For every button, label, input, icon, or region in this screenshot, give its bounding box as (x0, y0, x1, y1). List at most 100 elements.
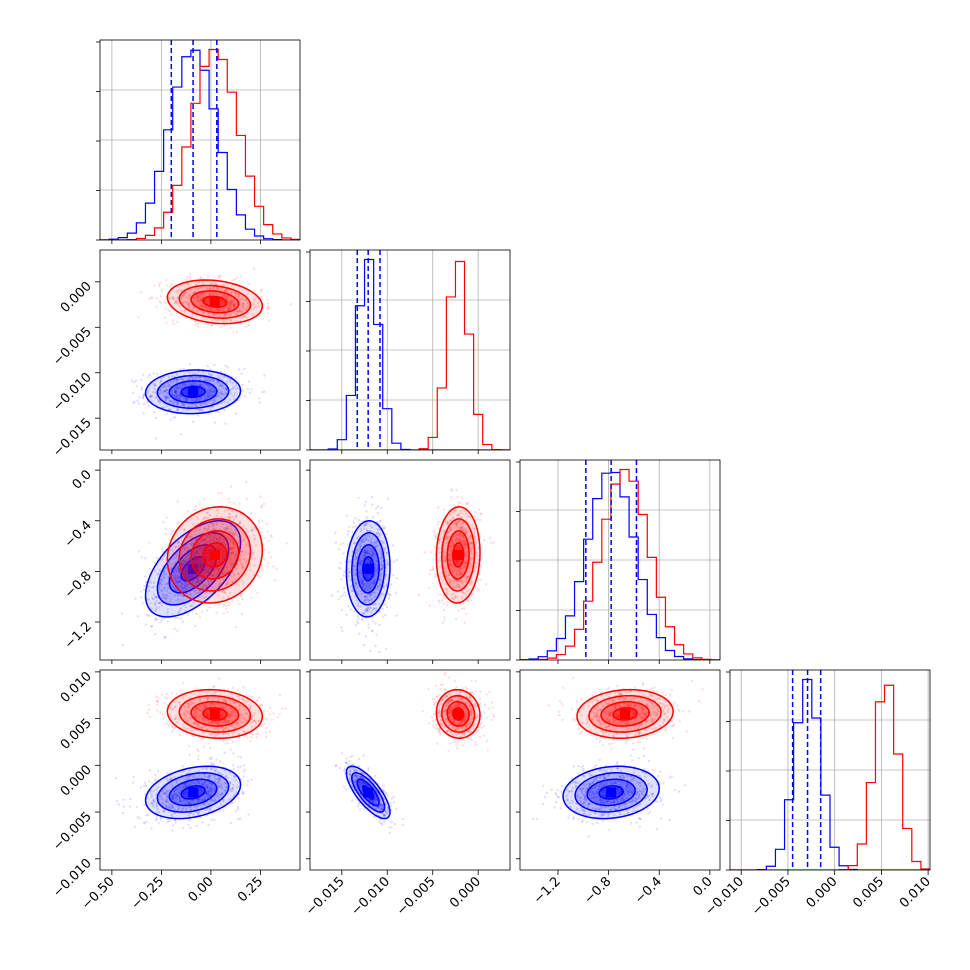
scatter-point (213, 421, 217, 424)
scatter-point (462, 607, 466, 610)
scatter-point (201, 312, 205, 315)
scatter-point (228, 601, 231, 604)
scatter-point (218, 567, 221, 570)
scatter-point (204, 378, 207, 381)
scatter-point (198, 562, 201, 565)
scatter-point (207, 550, 210, 554)
scatter-point (163, 576, 166, 579)
scatter-point (200, 610, 204, 613)
scatter-point (211, 309, 214, 312)
scatter-point (197, 568, 200, 572)
scatter-point (453, 504, 457, 507)
scatter-point (212, 380, 216, 383)
scatter-point (201, 304, 204, 307)
scatter-point (186, 565, 189, 568)
scatter-point (195, 283, 198, 286)
contour-1-2 (190, 290, 240, 314)
scatter-point (244, 768, 247, 771)
scatter-point (217, 308, 220, 311)
scatter-point (177, 408, 180, 411)
scatter-point (212, 532, 215, 535)
scatter-point (431, 568, 435, 571)
scatter-point (213, 397, 216, 400)
scatter-point (454, 617, 458, 621)
scatter-point (179, 368, 182, 371)
scatter-point (227, 516, 231, 519)
scatter-point (382, 525, 385, 528)
scatter-point (394, 591, 397, 595)
scatter-point (245, 480, 248, 484)
scatter-point (237, 293, 240, 297)
scatter-point (211, 287, 215, 290)
scatter-point (120, 612, 124, 615)
scatter-point (231, 562, 234, 565)
scatter-point (206, 365, 209, 368)
scatter-point (191, 542, 194, 545)
scatter-point (205, 511, 208, 515)
scatter-point (147, 813, 150, 817)
scatter-point (234, 384, 238, 387)
scatter-point (232, 394, 235, 397)
scatter-point (214, 567, 217, 571)
scatter-point (224, 564, 227, 567)
contour-0-1 (156, 532, 230, 606)
scatter-point (183, 529, 186, 532)
scatter-point (185, 398, 188, 401)
scatter-point (252, 303, 256, 306)
scatter-point (164, 597, 168, 600)
scatter-point (121, 811, 125, 815)
scatter-point (210, 763, 214, 766)
scatter-point (207, 275, 210, 278)
scatter-point (340, 608, 343, 612)
scatter-point (227, 377, 230, 380)
scatter-point (195, 544, 199, 547)
scatter-point (223, 591, 227, 594)
scatter-point (191, 372, 194, 375)
scatter-point (171, 569, 174, 573)
scatter-point (170, 283, 173, 286)
scatter-point (137, 316, 140, 319)
scatter-point (442, 602, 446, 605)
scatter-point (201, 586, 204, 590)
scatter-point (456, 495, 459, 498)
scatter-point (144, 575, 147, 578)
scatter-point (158, 588, 161, 591)
scatter-point (158, 582, 161, 585)
scatter-point (238, 521, 242, 525)
scatter-point (182, 559, 185, 562)
scatter-point (219, 569, 222, 572)
scatter-point (232, 330, 235, 334)
scatter-point (208, 306, 211, 310)
scatter-point (197, 399, 200, 402)
scatter-point (258, 576, 261, 579)
scatter-point (230, 298, 233, 302)
scatter-point (240, 311, 244, 315)
scatter-point (220, 582, 223, 585)
scatter-point (216, 293, 219, 296)
scatter-point (180, 554, 183, 557)
scatter-point (161, 558, 165, 561)
scatter-point (223, 306, 226, 309)
scatter-point (158, 285, 161, 288)
scatter-point (209, 591, 212, 594)
scatter-point (384, 613, 387, 617)
scatter-point (215, 537, 218, 540)
scatter-point (222, 569, 226, 572)
scatter-point (167, 576, 170, 579)
scatter-point (216, 286, 219, 289)
scatter-point (206, 378, 209, 382)
diag-panel-2 (516, 459, 721, 661)
scatter-point (160, 596, 163, 599)
scatter-point (209, 573, 213, 577)
scatter-point (234, 577, 237, 581)
scatter-point (200, 286, 203, 289)
scatter-point (441, 621, 444, 625)
scatter-point (196, 299, 200, 302)
scatter-point (176, 401, 179, 405)
scatter-point (222, 321, 225, 324)
scatter-point (201, 548, 205, 551)
scatter-point (205, 556, 208, 559)
scatter-point (166, 395, 170, 399)
scatter-point (221, 548, 225, 551)
scatter-point (132, 401, 136, 404)
